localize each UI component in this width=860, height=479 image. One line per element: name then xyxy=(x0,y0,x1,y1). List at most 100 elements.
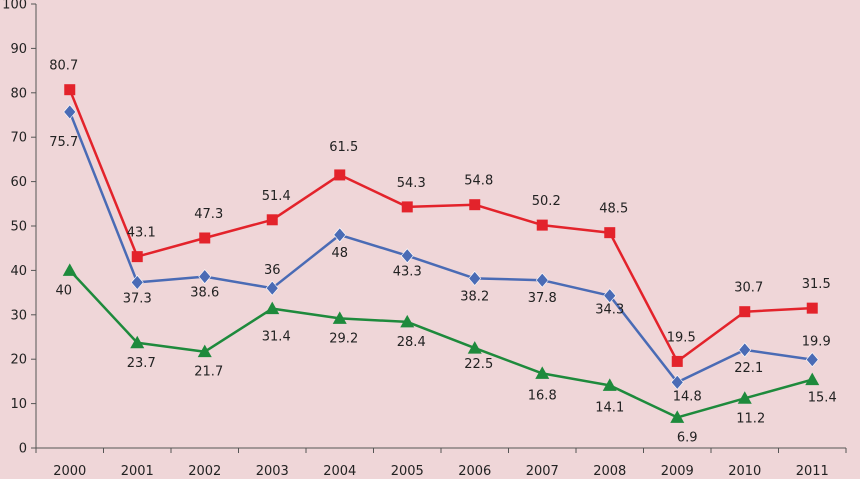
data-point-green xyxy=(737,391,752,404)
data-point-green xyxy=(467,341,482,354)
data-point-red xyxy=(536,219,548,231)
data-label-green: 21.7 xyxy=(194,365,223,380)
data-label-blue: 36 xyxy=(264,263,281,278)
x-tick-label: 2003 xyxy=(256,464,289,479)
data-label-red: 47.3 xyxy=(194,207,223,222)
data-label-blue: 48 xyxy=(331,246,348,261)
data-label-red: 43.1 xyxy=(127,226,156,241)
y-tick-label: 70 xyxy=(10,131,27,146)
data-point-red xyxy=(739,306,751,318)
data-label-green: 16.8 xyxy=(528,388,557,403)
data-labels: 80.7 43.1 47.3 51.4 61.5 54.3 54.8 50.2 48.5 19.5… xyxy=(49,59,836,446)
x-tick-label: 2001 xyxy=(121,464,154,479)
x-tick-label: 2004 xyxy=(323,464,356,479)
y-tick-label: 60 xyxy=(10,175,27,190)
data-point-blue xyxy=(805,352,819,368)
data-label-blue: 37.3 xyxy=(123,291,152,306)
data-point-blue xyxy=(130,274,144,290)
data-label-blue: 38.2 xyxy=(460,289,489,304)
data-point-red xyxy=(401,201,413,213)
data-point-red xyxy=(131,251,143,263)
x-tick-label: 2007 xyxy=(526,464,559,479)
y-tick-label: 100 xyxy=(2,0,27,13)
data-point-blue xyxy=(265,280,279,296)
data-label-red: 48.5 xyxy=(599,202,628,217)
x-tick-label: 2000 xyxy=(53,464,86,479)
y-tick-label: 10 xyxy=(10,397,27,412)
data-point-red xyxy=(469,199,481,211)
data-point-green xyxy=(602,378,617,391)
data-point-blue xyxy=(603,288,617,304)
data-label-red: 30.7 xyxy=(734,281,763,296)
y-tick-label: 40 xyxy=(10,264,27,279)
data-point-green xyxy=(265,301,280,315)
data-point-green xyxy=(197,344,212,358)
series-markers xyxy=(62,84,820,423)
data-label-green: 14.1 xyxy=(595,400,624,415)
data-label-red: 61.5 xyxy=(329,140,358,155)
data-point-blue xyxy=(400,248,414,264)
series-line-green xyxy=(68,269,813,419)
data-label-green: 6.9 xyxy=(677,430,698,445)
series-line-blue xyxy=(68,111,813,384)
data-point-green xyxy=(400,314,415,328)
data-point-green xyxy=(332,311,347,324)
x-tick-label: 2009 xyxy=(661,464,694,479)
x-tick-label: 2011 xyxy=(796,464,829,479)
data-label-green: 40 xyxy=(55,283,72,298)
data-point-red xyxy=(806,302,818,314)
series-lines xyxy=(68,89,813,419)
data-label-blue: 22.1 xyxy=(734,361,763,376)
y-tick-label: 20 xyxy=(10,353,27,368)
data-label-red: 19.5 xyxy=(667,330,696,345)
x-tick-label: 2010 xyxy=(728,464,761,479)
data-point-blue xyxy=(670,374,684,390)
data-label-red: 80.7 xyxy=(49,59,78,74)
x-tick-label: 2008 xyxy=(593,464,626,479)
data-point-red xyxy=(604,227,616,239)
data-label-blue: 75.7 xyxy=(49,135,78,150)
data-label-blue: 43.3 xyxy=(393,265,422,280)
data-label-green: 31.4 xyxy=(262,330,291,345)
data-point-blue xyxy=(468,270,482,286)
x-tick-label: 2005 xyxy=(391,464,424,479)
data-point-blue xyxy=(63,104,77,120)
y-tick-label: 0 xyxy=(19,442,27,457)
data-point-green xyxy=(62,263,77,276)
data-label-green: 22.5 xyxy=(464,357,493,372)
series-line-red xyxy=(68,89,813,363)
data-label-green: 11.2 xyxy=(736,411,765,426)
data-point-blue xyxy=(738,342,752,358)
data-label-blue: 37.8 xyxy=(528,291,557,306)
data-point-red xyxy=(64,84,76,96)
y-tick-label: 80 xyxy=(10,86,27,101)
data-point-red xyxy=(671,355,683,367)
data-point-green xyxy=(130,335,145,349)
data-point-blue xyxy=(198,269,212,285)
data-point-green xyxy=(805,372,820,386)
data-label-blue: 19.9 xyxy=(802,335,831,350)
data-point-red xyxy=(334,169,346,181)
y-tick-label: 50 xyxy=(10,220,27,235)
data-label-green: 28.4 xyxy=(397,335,426,350)
data-label-green: 29.2 xyxy=(329,331,358,346)
data-label-green: 23.7 xyxy=(127,356,156,371)
data-point-green xyxy=(670,410,685,423)
data-label-blue: 38.6 xyxy=(190,286,219,301)
y-tick-label: 90 xyxy=(10,42,27,57)
data-label-blue: 14.8 xyxy=(673,389,702,404)
data-label-red: 54.3 xyxy=(397,176,426,191)
data-label-green: 15.4 xyxy=(808,391,837,406)
data-label-blue: 34.3 xyxy=(595,303,624,318)
x-tick-label: 2002 xyxy=(188,464,221,479)
y-tick-label: 30 xyxy=(10,308,27,323)
data-point-red xyxy=(266,214,278,226)
x-tick-label: 2006 xyxy=(458,464,491,479)
data-point-blue xyxy=(535,272,549,288)
data-label-red: 51.4 xyxy=(262,189,291,204)
data-label-red: 54.8 xyxy=(464,174,493,189)
data-point-blue xyxy=(333,227,347,243)
data-label-red: 31.5 xyxy=(802,277,831,292)
